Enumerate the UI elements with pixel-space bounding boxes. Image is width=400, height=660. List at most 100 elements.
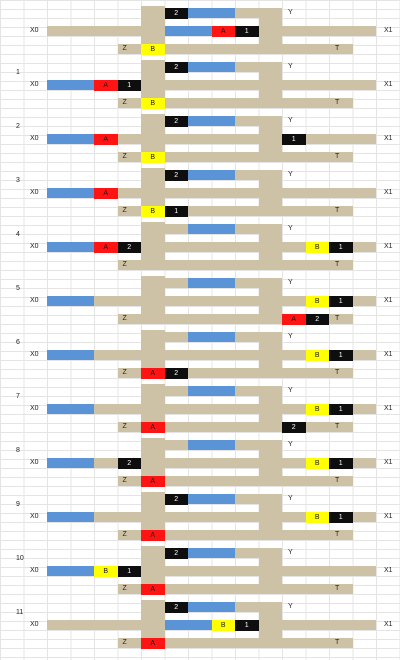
label-y: Y <box>288 171 293 178</box>
label-y: Y <box>288 603 293 610</box>
step-number: 7 <box>16 393 20 400</box>
token-yellow-B: B <box>305 512 329 523</box>
label-z: Z <box>122 153 127 160</box>
wagon-mid <box>47 242 94 252</box>
switch-bottom-right <box>258 468 282 476</box>
wagon-mid <box>47 404 94 414</box>
switch-right <box>258 342 282 350</box>
label-t: T <box>335 99 340 106</box>
token-black-2: 2 <box>164 62 188 73</box>
switch-bottom-left <box>141 414 165 422</box>
token-red-A: A <box>141 584 165 595</box>
wagon-top <box>188 602 235 612</box>
label-x1: X1 <box>384 405 393 412</box>
token-black-1: 1 <box>329 350 353 361</box>
wagon-top <box>188 548 235 558</box>
token-yellow-B: B <box>141 98 165 109</box>
label-t: T <box>335 639 340 646</box>
switch-bottom-right <box>258 360 282 368</box>
switch-left <box>141 276 165 296</box>
token-yellow-B: B <box>305 350 329 361</box>
switch-bottom-left <box>141 90 165 98</box>
wagon-top <box>188 170 235 180</box>
label-z: Z <box>122 207 127 214</box>
token-black-1: 1 <box>282 134 306 145</box>
switch-left <box>141 492 165 512</box>
token-black-1: 1 <box>117 80 141 91</box>
label-y: Y <box>288 9 293 16</box>
token-black-2: 2 <box>164 170 188 181</box>
token-black-2: 2 <box>117 458 141 469</box>
label-y: Y <box>288 279 293 286</box>
track-zt <box>117 314 353 324</box>
token-yellow-B: B <box>305 404 329 415</box>
label-x1: X1 <box>384 459 393 466</box>
switch-left <box>141 384 165 404</box>
token-black-1: 1 <box>329 458 353 469</box>
token-red-A: A <box>141 368 165 379</box>
label-t: T <box>335 153 340 160</box>
token-red-A: A <box>94 242 118 253</box>
track-main <box>47 242 376 252</box>
token-black-2: 2 <box>164 368 188 379</box>
track-main <box>47 512 376 522</box>
label-x1: X1 <box>384 297 393 304</box>
label-z: Z <box>122 315 127 322</box>
label-x0: X0 <box>30 513 39 520</box>
switch-right <box>258 288 282 296</box>
switch-right <box>258 126 282 134</box>
label-x1: X1 <box>384 621 393 628</box>
switch-bottom-right <box>258 36 282 44</box>
token-red-A: A <box>141 422 165 433</box>
token-yellow-B: B <box>94 566 118 577</box>
track-main <box>47 350 376 360</box>
token-black-2: 2 <box>164 494 188 505</box>
token-red-A: A <box>141 638 165 649</box>
label-y: Y <box>288 117 293 124</box>
token-black-1: 1 <box>329 404 353 415</box>
switch-left <box>141 60 165 80</box>
label-y: Y <box>288 549 293 556</box>
switch-left <box>141 168 165 188</box>
wagon-top <box>188 62 235 72</box>
label-t: T <box>335 207 340 214</box>
switch-left <box>141 114 165 134</box>
switch-bottom-left <box>141 252 165 260</box>
label-z: Z <box>122 639 127 646</box>
token-yellow-B: B <box>141 152 165 163</box>
switch-bottom-right <box>258 576 282 584</box>
token-red-A: A <box>94 134 118 145</box>
token-yellow-B: B <box>141 206 165 217</box>
switch-bottom-left <box>141 522 165 530</box>
wagon-top <box>188 278 235 288</box>
step-number: 11 <box>16 609 24 616</box>
switch-bottom-left <box>141 576 165 584</box>
label-x1: X1 <box>384 243 393 250</box>
token-yellow-B: B <box>141 44 165 55</box>
switch-bottom-right <box>258 198 282 206</box>
label-x0: X0 <box>30 459 39 466</box>
wagon-top <box>188 494 235 504</box>
token-black-1: 1 <box>164 206 188 217</box>
switch-bottom-left <box>141 360 165 368</box>
track-main <box>47 80 376 90</box>
wagon-mid <box>164 26 212 36</box>
wagon-mid <box>47 458 94 468</box>
track-zt <box>117 530 353 540</box>
switch-right <box>258 18 282 26</box>
token-black-2: 2 <box>305 314 329 325</box>
wagon-mid <box>47 566 94 576</box>
label-t: T <box>335 423 340 430</box>
wagon-top <box>188 8 235 18</box>
switch-bottom-right <box>258 522 282 530</box>
label-z: Z <box>122 261 127 268</box>
label-t: T <box>335 585 340 592</box>
wagon-top <box>188 386 235 396</box>
switch-bottom-right <box>258 90 282 98</box>
label-z: Z <box>122 477 127 484</box>
wagon-top <box>188 440 235 450</box>
track-main <box>47 134 376 144</box>
label-t: T <box>335 45 340 52</box>
switch-bottom-right <box>258 306 282 314</box>
